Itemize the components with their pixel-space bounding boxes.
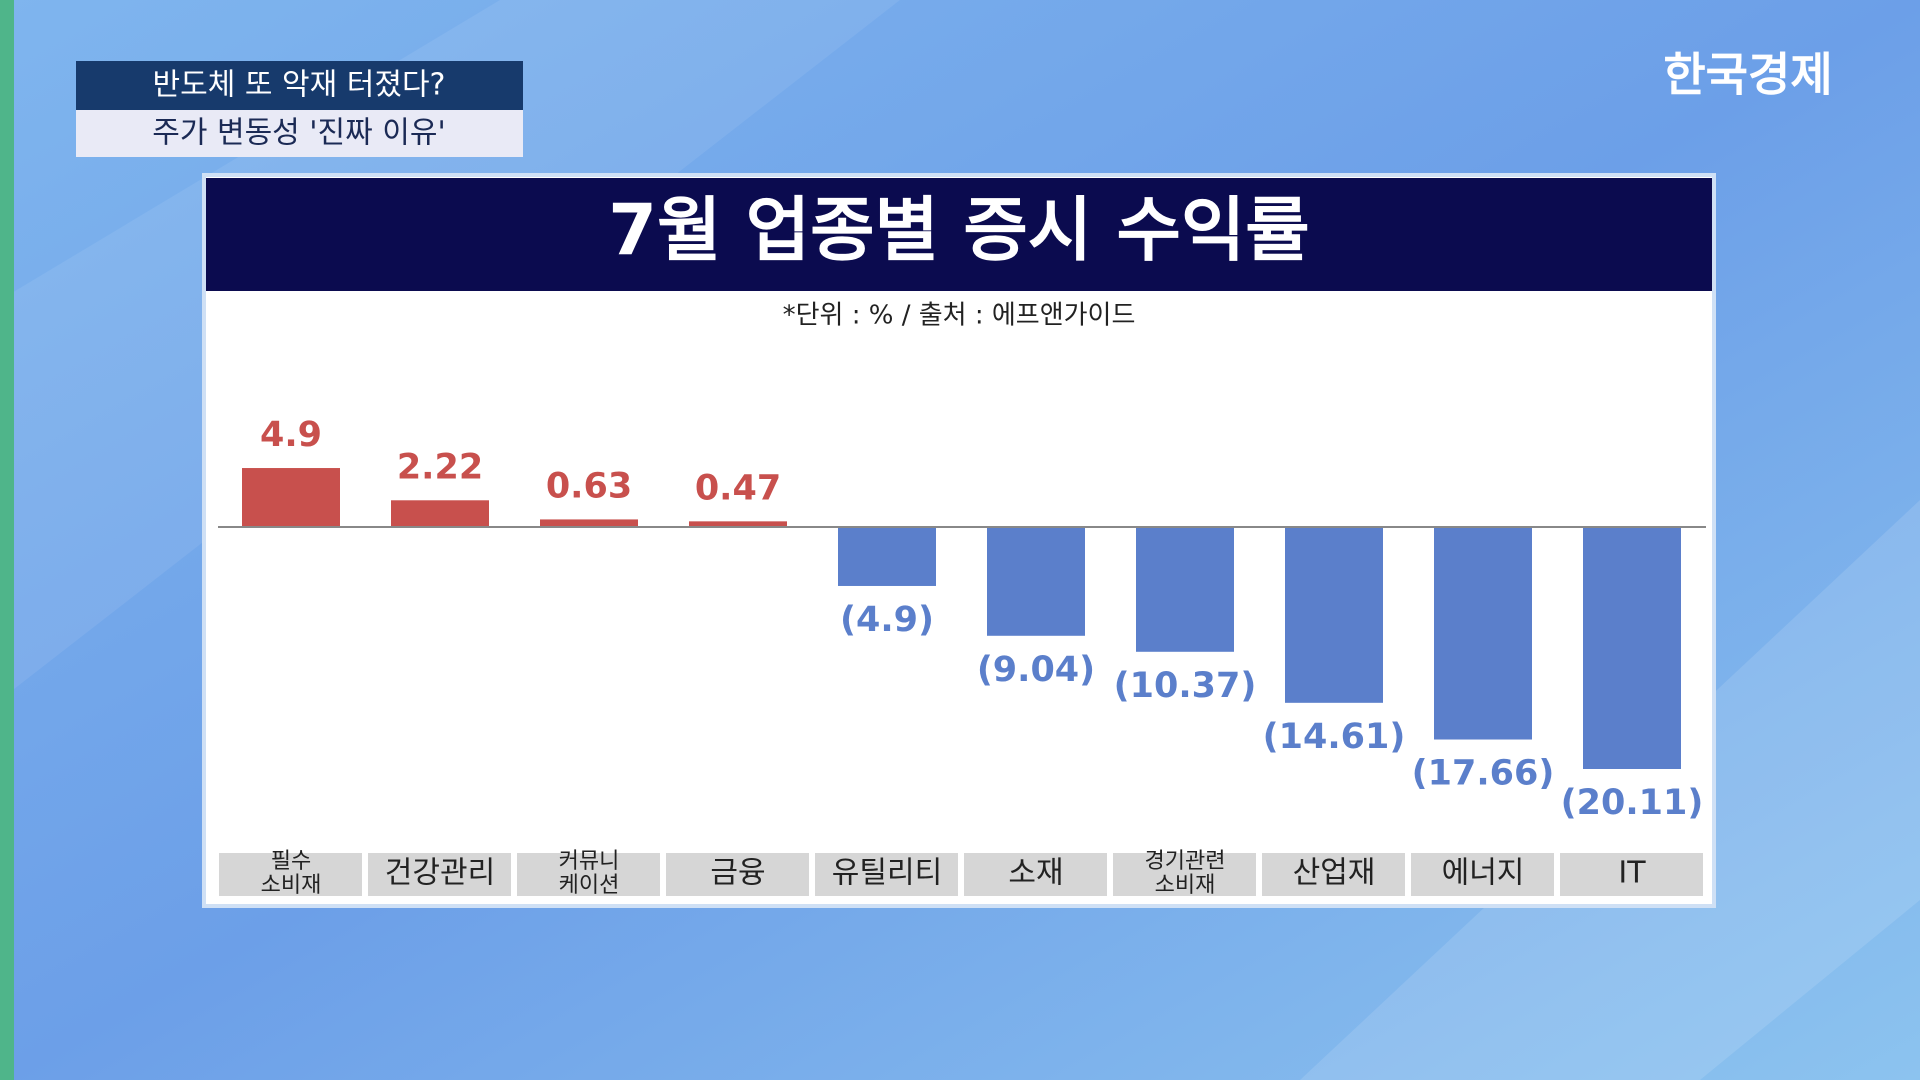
category-box — [964, 853, 1107, 896]
category-box — [517, 853, 660, 896]
x-tick-label: 유틸리티 — [832, 856, 942, 891]
x-tick-label: IT — [1618, 856, 1646, 891]
value-label: (9.04) — [977, 650, 1095, 690]
bar — [1434, 527, 1532, 740]
category-box — [815, 853, 958, 896]
category-box — [219, 853, 362, 896]
value-label: (4.9) — [840, 600, 934, 640]
header-box — [76, 61, 523, 110]
category-box — [1113, 853, 1256, 896]
bar — [689, 521, 787, 527]
headline: 반도체 또 악재 터졌다? — [153, 68, 446, 103]
x-tick-label: 커뮤니 케이션 — [559, 849, 620, 898]
category-box — [1411, 853, 1554, 896]
bar — [242, 468, 340, 527]
bar — [1583, 527, 1681, 769]
category-box — [1262, 853, 1405, 896]
category-box — [1560, 853, 1703, 896]
bar — [1285, 527, 1383, 703]
x-tick-label: 소재 — [1008, 856, 1063, 891]
value-label: 2.22 — [397, 447, 483, 487]
bar — [1136, 527, 1234, 652]
title-bar — [206, 178, 1712, 291]
chart-subtitle: *단위 : % / 출처 : 에프앤가이드 — [783, 301, 1136, 331]
header-box — [76, 110, 523, 157]
x-tick-label: 금융 — [710, 856, 765, 891]
x-tick-label: 필수 소비재 — [261, 849, 322, 898]
x-tick-label: 산업재 — [1293, 856, 1376, 891]
headline: 주가 변동성 '진짜 이유' — [152, 116, 446, 151]
x-tick-label: 에너지 — [1442, 856, 1525, 891]
value-label: 0.63 — [546, 466, 632, 506]
value-label: (10.37) — [1114, 666, 1257, 706]
chart-title: 7월 업종별 증시 수익률 — [608, 189, 1309, 271]
value-label: (20.11) — [1561, 783, 1704, 823]
x-tick-label: 경기관련 소비재 — [1145, 849, 1226, 898]
category-box — [368, 853, 511, 896]
value-label: (14.61) — [1263, 717, 1406, 757]
logo: 한국경제 — [1663, 48, 1832, 102]
bar — [987, 527, 1085, 636]
value-label: 4.9 — [260, 415, 322, 455]
category-box — [666, 853, 809, 896]
value-label: 0.47 — [695, 468, 781, 508]
bar — [838, 527, 936, 586]
bar — [391, 500, 489, 527]
x-tick-label: 건강관리 — [385, 856, 495, 891]
edge-strip — [0, 0, 14, 1080]
bar — [540, 519, 638, 527]
value-label: (17.66) — [1412, 754, 1555, 794]
